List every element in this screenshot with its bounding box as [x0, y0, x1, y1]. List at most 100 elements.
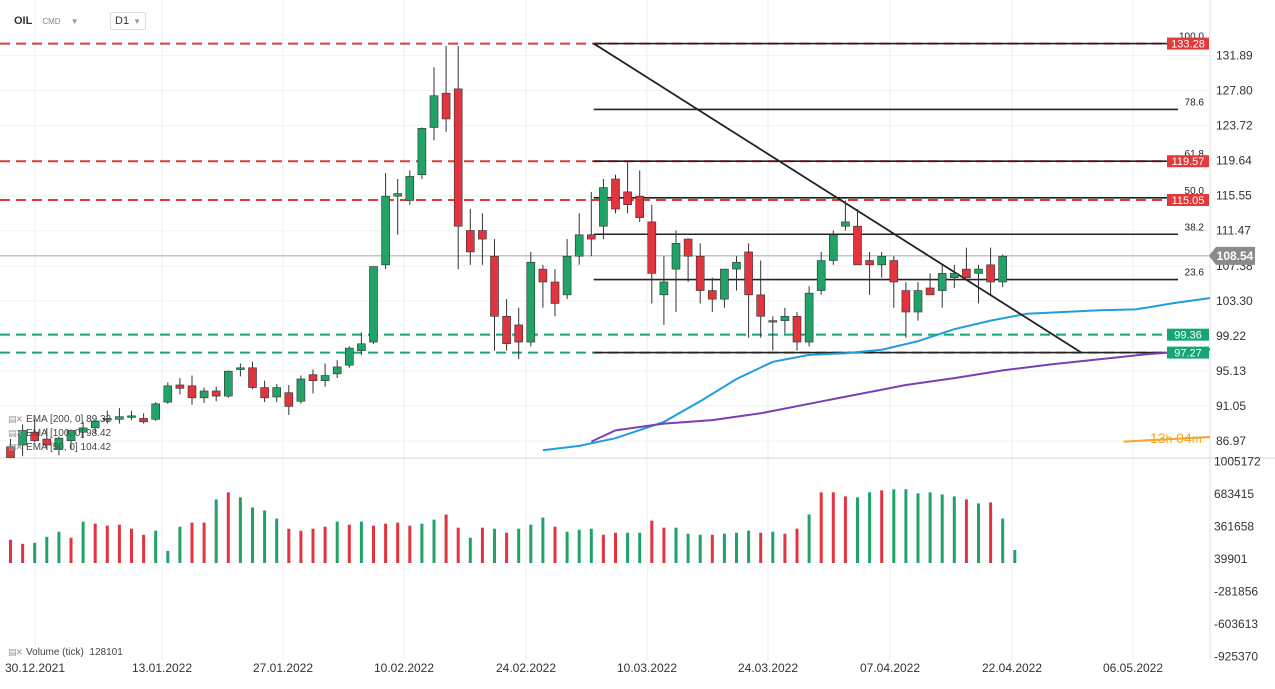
indicator-menu-icon[interactable]: ▤✕ [8, 646, 23, 657]
indicator-menu-icon[interactable]: ▤✕ [8, 427, 23, 438]
level-price-tag-text: 119.57 [1172, 156, 1205, 168]
candle-body [671, 243, 681, 270]
symbol-selector[interactable]: OIL CMD ▼ [8, 12, 104, 30]
candle-body [599, 187, 608, 227]
indicator-ema-100[interactable]: ▤✕ EMA [100, 0] 98.42 [8, 427, 111, 439]
volume-bar [359, 521, 363, 563]
level-price-tag [1167, 155, 1209, 168]
volume-bar [238, 497, 242, 563]
fibonacci-level-label: 61.8 [1185, 149, 1205, 160]
candle-body [841, 221, 850, 227]
volume-bar [601, 534, 605, 563]
volume-bar [771, 531, 775, 563]
volume-bar [311, 528, 315, 563]
price-tick-label: 111.47 [1216, 224, 1251, 238]
volume-bar [468, 537, 472, 563]
level-price-tag-text: 115.05 [1172, 195, 1205, 207]
candle-body [720, 268, 729, 300]
volume-bar [202, 522, 206, 563]
candle-body [586, 234, 596, 240]
price-tick-label: 86.97 [1216, 434, 1246, 448]
volume-bar [710, 534, 714, 563]
date-tick-label: 27.01.2022 [253, 661, 313, 675]
candle-body [816, 260, 826, 291]
indicator-ema-50[interactable]: ▤✕ EMA [50, 0] 104.42 [8, 441, 111, 453]
volume-bar [1001, 518, 1005, 563]
volume-bar [45, 536, 49, 563]
volume-bar [335, 521, 339, 563]
level-price-tag [1167, 37, 1209, 50]
fibonacci-level-label: 38.2 [1185, 222, 1205, 233]
countdown-hours: 13 [1150, 430, 1166, 446]
indicator-value: 104.42 [80, 441, 112, 453]
candle-body [441, 92, 451, 120]
level-price-tag-text: 99.36 [1174, 330, 1202, 342]
indicator-value: 89.32 [86, 413, 112, 425]
volume-tick-label: 1005172 [1214, 455, 1261, 469]
candle-body [998, 255, 1008, 283]
indicator-ema-200[interactable]: ▤✕ EMA [200, 0] 89.32 [8, 413, 111, 425]
volume-bar [904, 489, 908, 563]
price-pane[interactable] [0, 42, 1275, 458]
indicator-menu-icon[interactable]: ▤✕ [8, 413, 23, 424]
fibonacci-level-label: 78.6 [1185, 97, 1205, 108]
candle-body [877, 255, 887, 266]
ema-200-line [590, 348, 1210, 443]
volume-bar [565, 531, 569, 563]
level-price-tag [1167, 194, 1209, 207]
fibonacci-level-label: 100.0 [1179, 32, 1204, 43]
candle-body [889, 260, 899, 283]
volume-bar [674, 527, 678, 563]
ema-50-line [542, 297, 1210, 452]
candle-body [453, 88, 463, 227]
volume-bar [819, 492, 823, 563]
volume-tick-label: -603613 [1214, 617, 1258, 631]
date-tick-label: 13.01.2022 [132, 661, 192, 675]
candle-body [272, 387, 282, 398]
candle-body [18, 430, 27, 446]
volume-bar [33, 542, 37, 563]
volume-bar [662, 527, 666, 563]
candle-body [635, 195, 645, 218]
candle-body [974, 268, 983, 274]
candle-body [211, 390, 221, 397]
instrument-type: CMD [42, 16, 61, 26]
volume-bar [432, 519, 436, 563]
candle-body [502, 316, 511, 345]
level-price-tag-text: 97.27 [1174, 348, 1202, 360]
indicator-menu-icon[interactable]: ▤✕ [8, 441, 23, 452]
timeframe-selector[interactable]: D1 ▼ [110, 12, 146, 30]
indicator-label: EMA [50, 0] [26, 441, 78, 453]
price-tick-label: 91.05 [1216, 399, 1246, 413]
volume-bar [81, 521, 85, 563]
volume-tick-label: 39901 [1214, 552, 1248, 566]
candle-body [6, 446, 15, 458]
indicator-volume[interactable]: ▤✕ Volume (tick) 128101 [8, 646, 123, 658]
price-tick-label: 131.89 [1216, 49, 1253, 63]
volume-bar [408, 525, 412, 563]
candle-body [538, 268, 548, 283]
candle-body [187, 385, 197, 399]
candle-body [550, 281, 560, 304]
candle-body [369, 266, 378, 343]
candle-body [54, 437, 64, 450]
timeframe-label: D1 [115, 15, 130, 27]
candle-body [381, 195, 390, 266]
current-price-tag-text: 108.54 [1217, 249, 1254, 263]
candle-body [828, 234, 838, 261]
volume-tick-label: -281856 [1214, 585, 1258, 599]
candle-body [804, 292, 814, 343]
level-price-tag [1167, 328, 1209, 341]
date-tick-label: 06.05.2022 [1103, 661, 1163, 675]
volume-bar [347, 524, 351, 563]
candle-body [139, 418, 148, 423]
volume-bar [178, 526, 182, 563]
indicator-label: EMA [200, 0] [26, 413, 84, 425]
candle-body [30, 431, 40, 442]
volume-bar [735, 532, 738, 563]
candle-body [659, 281, 669, 296]
price-tick-label: 119.64 [1216, 154, 1252, 168]
candle-body [949, 273, 959, 278]
